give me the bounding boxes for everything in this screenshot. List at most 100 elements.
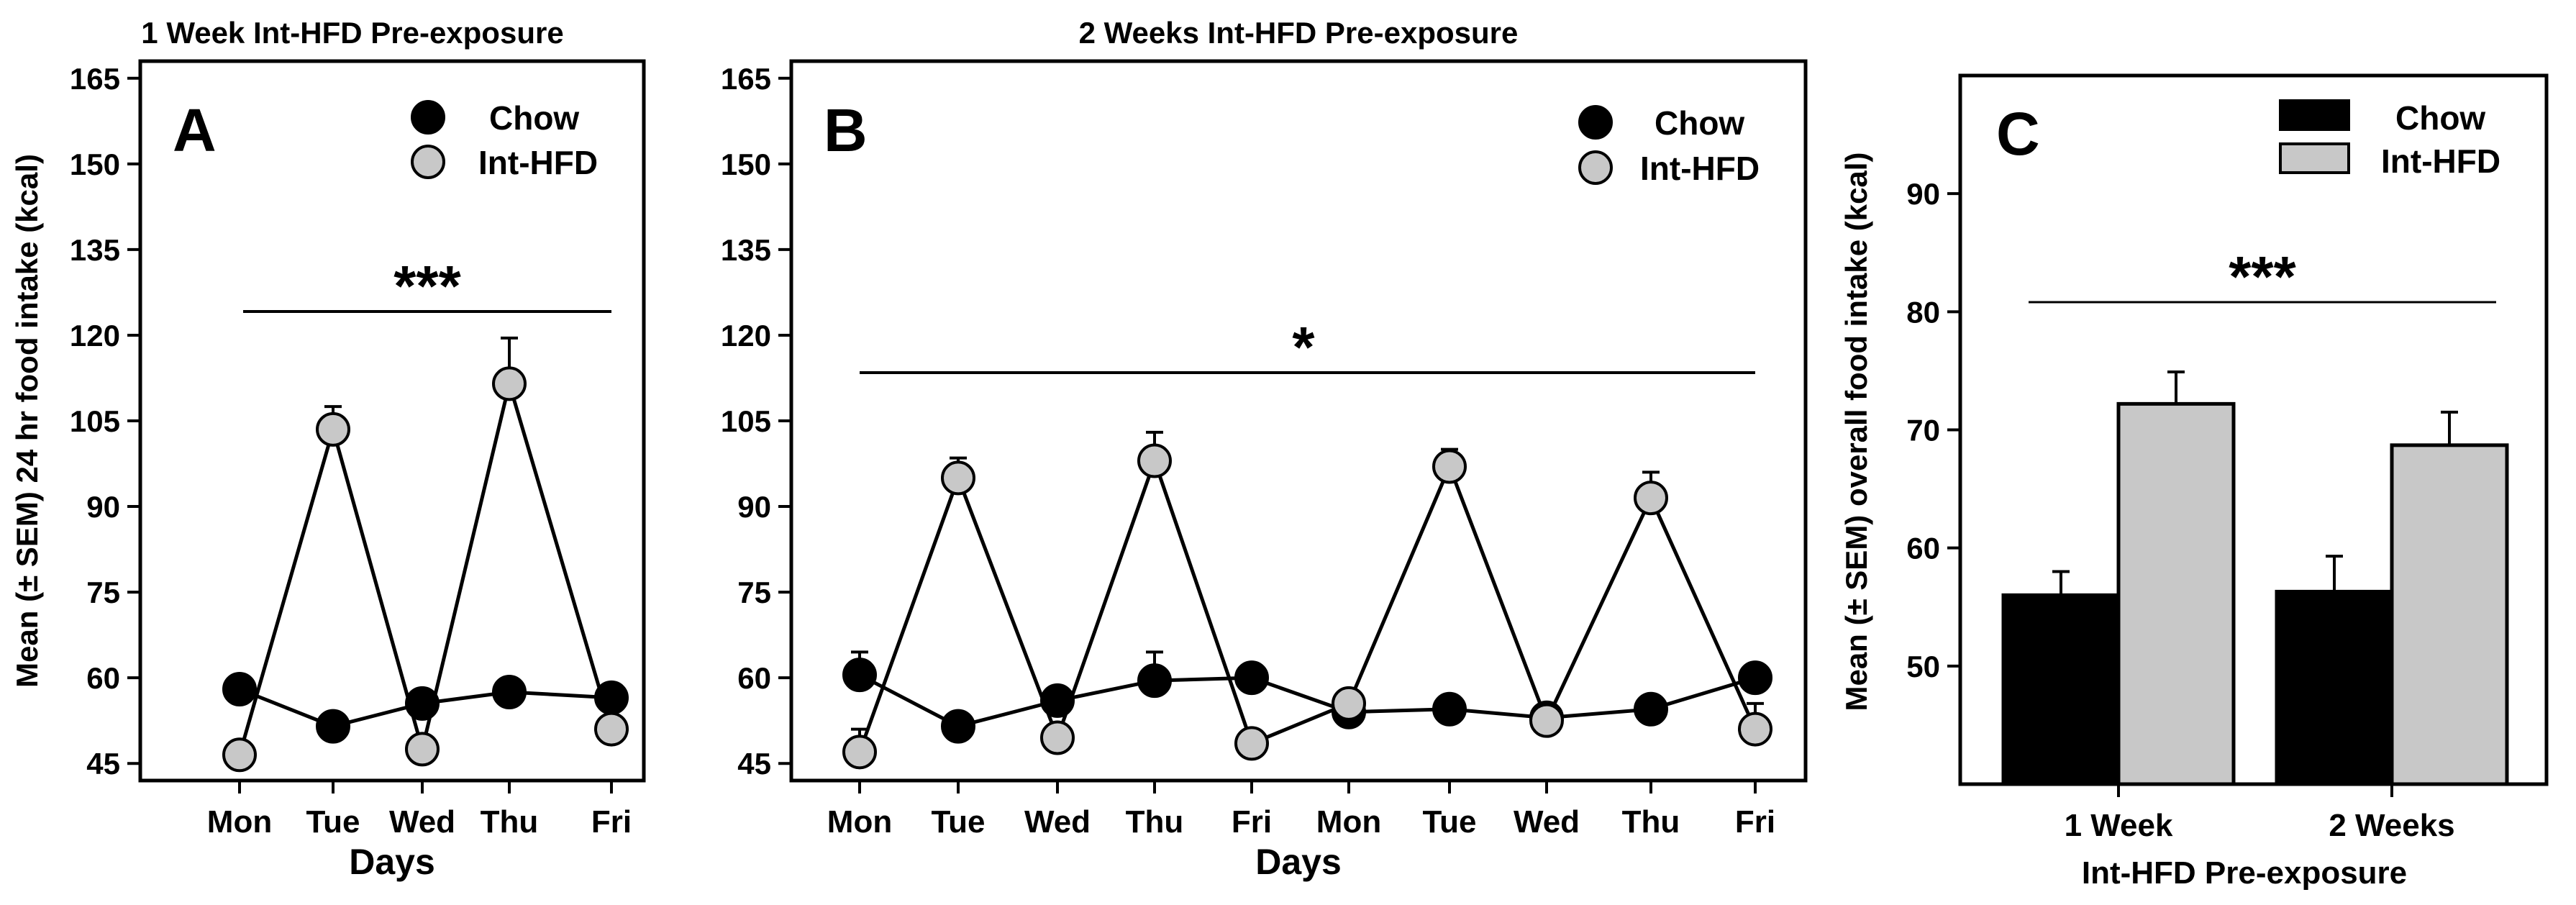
a-series-0-point-1 xyxy=(316,709,350,744)
a-x-tick-label-0: Mon xyxy=(207,804,272,840)
b-series-0-point-4 xyxy=(1234,660,1269,696)
panel-c-legend-chow-label: Chow xyxy=(2395,99,2485,137)
a-series-0-point-4 xyxy=(594,680,629,715)
b-series-0-line xyxy=(858,673,1756,729)
a-y-tick-label-6: 135 xyxy=(70,233,120,267)
panel-c-bars xyxy=(2001,370,2509,786)
c-y-tick-label-4: 90 xyxy=(1906,177,1940,211)
b-y-tick-label-7: 150 xyxy=(721,147,771,181)
panel-a: 1 Week Int-HFD Pre-exposure 45 60 75 90 105 1… xyxy=(10,16,646,882)
panel-a-legend: Chow Int-HFD xyxy=(411,99,598,181)
b-y-tick-label-6: 135 xyxy=(721,233,771,267)
panel-a-legend-chow-marker xyxy=(411,100,445,135)
b-series-0-point-8 xyxy=(1634,691,1668,727)
b-series-1-point-0 xyxy=(842,735,877,770)
c-bar-1-1 xyxy=(2390,443,2509,786)
panel-a-letter: A xyxy=(173,96,217,164)
a-x-tick-label-2: Wed xyxy=(389,804,455,840)
a-series-0-point-0 xyxy=(222,672,257,707)
a-series-1-point-4 xyxy=(594,711,629,747)
panel-c-y-axis: 50 60 70 80 90 xyxy=(1906,177,1960,683)
panel-a-significance: *** xyxy=(243,254,611,318)
panel-c-x-axis: 1 Week 2 Weeks xyxy=(2065,784,2455,843)
panel-b-legend-chow-marker xyxy=(1578,105,1613,140)
b-y-tick-label-8: 165 xyxy=(721,62,771,96)
b-series-1-point-7 xyxy=(1529,703,1564,738)
panel-a-x-label: Days xyxy=(349,842,435,882)
panel-c-y-label: Mean (± SEM) overall food intake (kcal) xyxy=(1839,153,1873,711)
panel-a-legend-chow-label: Chow xyxy=(489,99,579,137)
b-series-0-point-9 xyxy=(1738,660,1772,696)
b-series-0-point-6 xyxy=(1432,691,1467,727)
c-y-tick-label-1: 60 xyxy=(1906,532,1940,565)
panel-a-title: 1 Week Int-HFD Pre-exposure xyxy=(141,16,563,50)
b-y-tick-label-1: 60 xyxy=(737,661,771,695)
panel-c-significance: *** xyxy=(2029,245,2496,309)
c-bar-1-0 xyxy=(2116,401,2236,786)
panel-b-title: 2 Weeks Int-HFD Pre-exposure xyxy=(1079,16,1519,50)
b-series-1-line xyxy=(857,455,1757,753)
b-series-0-point-3 xyxy=(1137,663,1172,699)
c-y-tick-label-3: 80 xyxy=(1906,295,1940,329)
b-y-tick-label-3: 90 xyxy=(737,490,771,524)
a-y-tick-label-7: 150 xyxy=(70,147,120,181)
panel-b-legend-chow-label: Chow xyxy=(1655,104,1744,142)
b-series-0-point-2 xyxy=(1040,683,1075,718)
b-x-tick-label-8: Thu xyxy=(1622,804,1680,840)
panel-c-significance-stars: *** xyxy=(2229,245,2296,309)
b-series-1-point-4 xyxy=(1234,726,1269,761)
panel-b-significance-stars: * xyxy=(1292,315,1315,379)
b-series-1-point-2 xyxy=(1040,720,1075,755)
c-bar-0-0 xyxy=(2001,593,2121,786)
panel-b-letter: B xyxy=(824,96,868,164)
a-y-tick-label-4: 105 xyxy=(70,404,120,438)
a-y-tick-label-5: 120 xyxy=(70,319,120,353)
a-x-tick-label-4: Fri xyxy=(591,804,632,840)
a-series-1-point-1 xyxy=(316,411,350,447)
panel-b-significance: * xyxy=(860,315,1755,379)
a-y-tick-label-2: 75 xyxy=(86,576,120,609)
panel-c: 50 60 70 80 90 1 Week 2 Weeks Int-HFD Pre-exp… xyxy=(1839,73,2549,891)
panel-b-legend-hfd-marker xyxy=(1578,150,1613,185)
panel-b-series xyxy=(842,430,1772,770)
b-x-tick-label-6: Tue xyxy=(1423,804,1477,840)
panel-b-legend-hfd-label: Int-HFD xyxy=(1640,150,1760,187)
b-x-tick-label-0: Mon xyxy=(827,804,892,840)
b-x-tick-label-5: Mon xyxy=(1316,804,1381,840)
panel-c-legend-chow-swatch xyxy=(2279,99,2350,131)
panel-b-x-axis: Mon Tue Wed Thu Fri Mon Tue Wed Thu Fri xyxy=(827,781,1775,840)
a-series-0-point-3 xyxy=(492,674,527,709)
panel-c-legend: Chow Int-HFD xyxy=(2279,99,2500,180)
b-x-tick-label-2: Wed xyxy=(1024,804,1091,840)
panel-a-y-label: Mean (± SEM) 24 hr food intake (kcal) xyxy=(10,154,44,688)
panel-a-x-axis: Mon Tue Wed Thu Fri xyxy=(207,781,632,840)
b-series-1-point-8 xyxy=(1634,481,1668,516)
c-bar-0-1 xyxy=(2275,589,2394,786)
b-series-1-point-6 xyxy=(1432,449,1467,484)
b-x-tick-label-9: Fri xyxy=(1735,804,1775,840)
a-y-tick-label-8: 165 xyxy=(70,62,120,96)
panel-a-series xyxy=(222,336,629,773)
a-series-1-point-0 xyxy=(222,737,257,773)
b-y-tick-label-0: 45 xyxy=(737,747,771,781)
b-x-tick-label-1: Tue xyxy=(932,804,986,840)
b-series-1-point-5 xyxy=(1332,686,1366,721)
b-x-tick-label-7: Wed xyxy=(1514,804,1580,840)
c-y-tick-label-0: 50 xyxy=(1906,650,1940,683)
a-x-tick-label-3: Thu xyxy=(481,804,539,840)
c-x-tick-label-0: 1 Week xyxy=(2065,808,2173,843)
b-y-tick-label-4: 105 xyxy=(721,404,771,438)
panel-a-y-axis: 45 60 75 90 105 120 135 150 165 xyxy=(70,62,140,781)
a-y-tick-label-1: 60 xyxy=(86,661,120,695)
panel-c-x-label: Int-HFD Pre-exposure xyxy=(2082,855,2407,891)
b-series-1-point-3 xyxy=(1137,443,1172,478)
panel-a-significance-stars: *** xyxy=(393,254,461,318)
b-x-tick-label-4: Fri xyxy=(1232,804,1272,840)
panel-b: 2 Weeks Int-HFD Pre-exposure 45 60 75 90 105… xyxy=(721,16,1808,882)
panel-a-legend-hfd-marker xyxy=(411,145,445,179)
b-y-tick-label-2: 75 xyxy=(737,576,771,609)
panel-b-y-axis: 45 60 75 90 105 120 135 150 165 xyxy=(721,62,791,781)
a-series-0-point-2 xyxy=(405,686,440,721)
b-x-tick-label-3: Thu xyxy=(1126,804,1184,840)
